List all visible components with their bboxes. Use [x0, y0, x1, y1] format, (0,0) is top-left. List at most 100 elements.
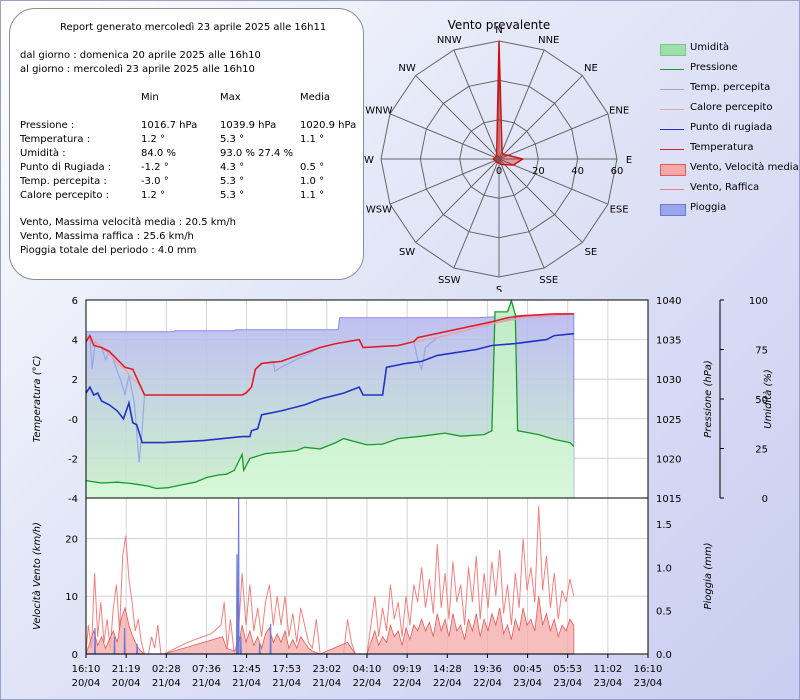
wind-gust-line — [85, 506, 575, 655]
row-avg: 1.0 ° — [300, 176, 325, 187]
rain-tick-label: 0.0 — [656, 650, 672, 661]
x-tick-label-date: 20/04 — [72, 678, 101, 689]
legend-item-pioggia: Pioggia — [660, 200, 800, 216]
x-tick-label-time: 05:53 — [553, 664, 582, 675]
x-tick-label-date: 23/04 — [513, 678, 542, 689]
radar-direction-label: W — [364, 155, 374, 166]
radar-tick-label: 40 — [571, 166, 584, 177]
radar-direction-label: NNW — [437, 35, 462, 46]
row-label: Temperatura : — [20, 134, 91, 145]
radar-direction-label: S — [496, 285, 502, 292]
x-tick-label-time: 07:36 — [192, 664, 221, 675]
rain-tick-label: 1.5 — [656, 520, 672, 531]
legend-label: Calore percepito — [690, 102, 773, 113]
x-tick-label-date: 21/04 — [152, 678, 181, 689]
wind-tick-label: 20 — [65, 534, 78, 545]
legend-item-temperatura: Temperatura — [660, 140, 800, 156]
report-from: dal giorno : domenica 20 aprile 2025 all… — [20, 50, 261, 61]
x-tick-label-date: 22/04 — [353, 678, 382, 689]
row-max: 93.0 % 27.4 % — [220, 148, 294, 159]
x-tick-label-date: 21/04 — [272, 678, 301, 689]
punto-rugiada-line — [85, 332, 574, 444]
humidity-tick-label: 75 — [755, 346, 768, 357]
row-avg: 1.1 ° — [300, 134, 325, 145]
y-left-tick-label: -0 — [68, 415, 78, 426]
pressure-line — [85, 298, 575, 490]
wind-average-area — [85, 596, 575, 655]
radar-direction-label: SSE — [539, 275, 558, 286]
y-left-tick-label: 4 — [72, 336, 78, 347]
x-tick-label-time: 17:53 — [272, 664, 301, 675]
legend-item-punto-rugiada: Punto di rugiada — [660, 120, 800, 136]
row-min: 1016.7 hPa — [141, 120, 198, 131]
pressure-tick-label: 1040 — [656, 296, 681, 307]
row-avg: 0.5 ° — [300, 162, 325, 173]
x-tick-label-date: 23/04 — [593, 678, 622, 689]
x-tick-label-time: 19:36 — [473, 664, 502, 675]
radar-direction-label: SSW — [438, 275, 461, 286]
x-tick-label-time: 14:28 — [433, 664, 462, 675]
radar-spoke — [453, 49, 500, 160]
radar-tick-label: 20 — [532, 166, 545, 177]
pressure-axis-title: Pressione (hPa) — [703, 360, 714, 438]
radar-spoke — [415, 75, 500, 160]
y-left-tick-label: 6 — [72, 296, 78, 307]
header-avg: Media — [300, 92, 331, 103]
legend-swatch — [660, 149, 684, 150]
legend-item-calore-percepito: Calore percepito — [660, 100, 800, 116]
y-left-tick-label: 2 — [72, 375, 78, 386]
radar-spoke — [498, 49, 545, 160]
report-title: Report generato mercoledì 23 aprile 2025… — [60, 22, 327, 33]
row-min: 1.2 ° — [141, 190, 166, 201]
x-tick-label-time: 09:19 — [393, 664, 422, 675]
radar-direction-label: ESE — [610, 205, 629, 216]
legend-label: Temp. percepita — [690, 82, 771, 93]
row-max: 4.3 ° — [220, 162, 245, 173]
temperatura-line — [85, 313, 574, 396]
radar-direction-label: E — [626, 155, 632, 166]
radar-spoke — [498, 113, 609, 160]
pressure-area — [86, 300, 574, 498]
legend-label: Vento, Raffica — [690, 182, 760, 193]
legend-swatch — [660, 129, 684, 130]
rain-axis-title: Pioggia (mm) — [703, 543, 714, 610]
radar-direction-label: WSW — [366, 205, 392, 216]
radar-spoke — [389, 158, 500, 205]
x-tick-label-time: 16:10 — [634, 664, 663, 675]
legend-label: Pressione — [690, 62, 738, 73]
x-tick-label-time: 02:28 — [152, 664, 181, 675]
x-tick-label-date: 22/04 — [393, 678, 422, 689]
radar-spoke — [498, 158, 583, 243]
legend-swatch — [660, 69, 684, 70]
report-panel: Report generato mercoledì 23 aprile 2025… — [9, 8, 364, 280]
row-label: Calore percepito : — [20, 190, 109, 201]
x-tick-label-date: 23/04 — [634, 678, 663, 689]
radar-direction-label: N — [495, 25, 502, 36]
wind-gust-max: Vento, Massima raffica : 25.6 km/h — [20, 231, 194, 242]
row-label: Punto di Rugiada : — [20, 162, 112, 173]
x-tick-label-date: 21/04 — [232, 678, 261, 689]
legend-swatch — [660, 189, 684, 190]
x-tick-label-time: 04:10 — [353, 664, 382, 675]
y-left-tick-label: -2 — [68, 454, 78, 465]
pressure-tick-label: 1030 — [656, 375, 681, 386]
wind-tick-label: 0 — [72, 650, 78, 661]
radar-spoke — [498, 158, 545, 269]
legend-label: Punto di rugiada — [690, 122, 773, 133]
wind-tick-label: 10 — [65, 592, 78, 603]
row-min: -3.0 ° — [141, 176, 169, 187]
row-max: 5.3 ° — [220, 190, 245, 201]
legend-swatch — [660, 204, 686, 216]
x-tick-label-date: 20/04 — [112, 678, 141, 689]
humidity-tick-label: 25 — [755, 445, 768, 456]
report-to: al giorno : mercoledì 23 aprile 2025 all… — [20, 64, 255, 75]
legend-label: Umidità — [690, 42, 730, 53]
legend-swatch — [660, 109, 684, 110]
x-tick-label-date: 22/04 — [473, 678, 502, 689]
radar-title: Vento prevalente — [448, 18, 551, 32]
x-tick-label-date: 23/04 — [553, 678, 582, 689]
x-tick-label-time: 11:02 — [593, 664, 622, 675]
rain-tick-label: 0.5 — [656, 607, 672, 618]
